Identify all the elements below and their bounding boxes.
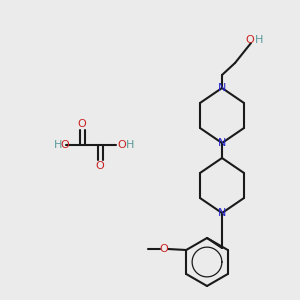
Text: N: N — [218, 83, 226, 93]
Text: H: H — [54, 140, 62, 150]
Text: O: O — [61, 140, 69, 150]
Text: O: O — [118, 140, 126, 150]
Text: O: O — [246, 35, 254, 45]
Text: H: H — [255, 35, 263, 45]
Text: N: N — [218, 208, 226, 218]
Text: O: O — [78, 119, 86, 129]
Text: O: O — [96, 161, 104, 171]
Text: H: H — [126, 140, 134, 150]
Text: O: O — [160, 244, 168, 254]
Text: N: N — [218, 138, 226, 148]
